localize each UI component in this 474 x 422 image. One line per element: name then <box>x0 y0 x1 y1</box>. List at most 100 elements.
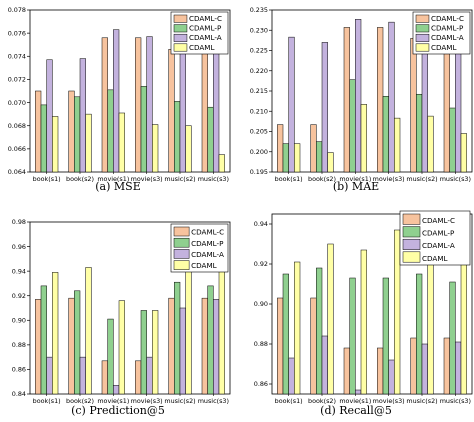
y-tick-label: 0.225 <box>250 47 268 55</box>
legend-label-cdaml-a: CDAML-A <box>189 33 222 42</box>
legend-label-cdaml-p: CDAML-P <box>422 229 455 238</box>
bar-cdaml-movies3 <box>394 229 401 395</box>
y-tick-label: 0.94 <box>254 220 268 228</box>
bar-cdaml-a-movies3 <box>146 356 153 395</box>
y-tick-label: 0.86 <box>254 380 268 388</box>
x-tick-label: music(s2) <box>406 397 437 405</box>
bar-cdaml-musics3 <box>218 265 225 395</box>
bar-cdaml-c-movies1 <box>101 37 108 173</box>
bar-cdaml-a-musics2 <box>421 343 428 395</box>
legend-label-cdaml: CDAML <box>422 254 448 263</box>
bar-cdaml-movies1 <box>118 112 125 173</box>
legend-swatch-cdaml <box>173 43 188 52</box>
bar-cdaml-books1 <box>52 272 59 395</box>
bar-cdaml-p-movies1 <box>107 318 114 395</box>
x-tick-label: book(s1) <box>275 175 303 183</box>
bar-cdaml-p-musics3 <box>449 107 456 173</box>
bar-cdaml-books1 <box>294 143 301 173</box>
bar-cdaml-c-musics3 <box>443 337 450 395</box>
bar-cdaml-musics3 <box>460 133 467 173</box>
bar-cdaml-a-books2 <box>321 42 328 173</box>
bar-cdaml-p-musics3 <box>207 285 214 395</box>
legend-label-cdaml: CDAML <box>189 43 215 52</box>
y-tick-label: 0.90 <box>12 316 26 324</box>
bar-cdaml-a-musics2 <box>179 307 186 395</box>
legend-swatch-cdaml-p <box>173 237 190 248</box>
x-tick-label: movie(s1) <box>339 175 371 183</box>
bar-cdaml-movies1 <box>118 300 125 395</box>
bar-cdaml-books1 <box>52 116 59 173</box>
x-tick-label: book(s2) <box>66 175 94 183</box>
y-tick-label: 0.070 <box>8 99 26 107</box>
bar-cdaml-p-books2 <box>316 267 323 395</box>
chart-prediction-at-5: 0.84 0.86 0.88 0.90 0.92 0.94 0.96 0.98 book(s1)… <box>12 218 231 405</box>
bar-cdaml-p-musics2 <box>174 101 181 173</box>
legend-label-cdaml-c: CDAML-C <box>422 216 455 225</box>
bar-cdaml-p-musics3 <box>207 106 214 173</box>
x-tick-label: music(s2) <box>164 175 195 183</box>
y-tick-label: 0.074 <box>8 52 26 60</box>
legend-label-cdaml-c: CDAML-C <box>191 228 224 237</box>
y-tick-label: 0.230 <box>250 26 268 34</box>
bar-cdaml-musics2 <box>427 115 434 173</box>
x-tick-label: book(s2) <box>308 397 336 405</box>
x-tick-label: music(s2) <box>406 175 437 183</box>
bar-cdaml-p-books2 <box>74 96 81 173</box>
bar-cdaml-c-books2 <box>68 90 75 173</box>
bar-cdaml-c-books2 <box>68 297 75 395</box>
legend-swatch-cdaml-a <box>173 33 188 42</box>
legend-label-cdaml-p: CDAML-P <box>189 24 222 33</box>
bar-cdaml-a-musics3 <box>213 299 220 395</box>
legend-swatch-cdaml <box>402 251 421 263</box>
bar-cdaml-books2 <box>327 152 334 173</box>
x-tick-label: movie(s1) <box>97 397 129 405</box>
bar-cdaml-p-musics2 <box>174 281 181 395</box>
bar-cdaml-a-books1 <box>288 36 295 173</box>
legend-swatch-cdaml <box>173 260 190 270</box>
bar-cdaml-c-books2 <box>310 124 317 173</box>
bar-cdaml-books1 <box>294 261 301 395</box>
bar-cdaml-a-movies1 <box>355 389 362 395</box>
bar-cdaml-a-movies1 <box>113 385 120 395</box>
y-tick-label: 0.068 <box>8 122 26 130</box>
bar-cdaml-p-books2 <box>316 141 323 173</box>
chart-mse: 0.064 0.066 0.068 0.070 0.072 0.074 0.076 0.078… <box>8 6 231 183</box>
bar-cdaml-c-books1 <box>277 297 284 395</box>
x-tick-label: book(s1) <box>33 175 61 183</box>
caption-mse: (a) MSE <box>95 180 140 193</box>
x-tick-label: music(s3) <box>440 175 471 183</box>
y-tick-label: 0.210 <box>250 107 268 115</box>
bar-cdaml-c-musics3 <box>443 38 450 173</box>
bar-cdaml-p-movies3 <box>382 277 389 395</box>
bar-cdaml-c-musics3 <box>201 297 208 395</box>
bar-cdaml-books2 <box>85 267 92 395</box>
y-tick-label: 0.94 <box>12 267 26 275</box>
legend-label-cdaml-p: CDAML-P <box>431 24 464 33</box>
legend: CDAML-C CDAML-P CDAML-A CDAML <box>399 210 471 266</box>
bar-cdaml-c-movies3 <box>377 347 384 395</box>
legend-swatch-cdaml-c <box>173 14 188 23</box>
y-tick-label: 0.220 <box>250 67 268 75</box>
x-tick-label: movie(s3) <box>373 175 405 183</box>
bar-cdaml-a-books2 <box>79 356 86 395</box>
caption-mae: (b) MAE <box>333 180 379 193</box>
legend-swatch-cdaml-a <box>402 238 421 250</box>
bar-cdaml-c-books1 <box>35 299 42 395</box>
legend-swatch-cdaml-c <box>402 213 421 225</box>
y-tick-label: 0.215 <box>250 87 268 95</box>
bar-cdaml-a-books2 <box>79 58 86 173</box>
bar-cdaml-c-musics3 <box>201 49 208 173</box>
legend-swatch-cdaml-c <box>173 226 190 237</box>
x-tick-label: movie(s3) <box>373 397 405 405</box>
y-tick-label: 0.88 <box>254 340 268 348</box>
bar-cdaml-musics2 <box>427 243 434 395</box>
y-tick-label: 0.98 <box>12 218 26 226</box>
bar-cdaml-c-books1 <box>277 124 284 173</box>
bar-cdaml-books2 <box>85 113 92 173</box>
bar-cdaml-c-books2 <box>310 297 317 395</box>
y-tick-label: 0.96 <box>12 243 26 251</box>
y-tick-label: 0.205 <box>250 128 268 136</box>
legend-label-cdaml-c: CDAML-C <box>431 14 464 23</box>
y-tick-label: 0.90 <box>254 300 268 308</box>
